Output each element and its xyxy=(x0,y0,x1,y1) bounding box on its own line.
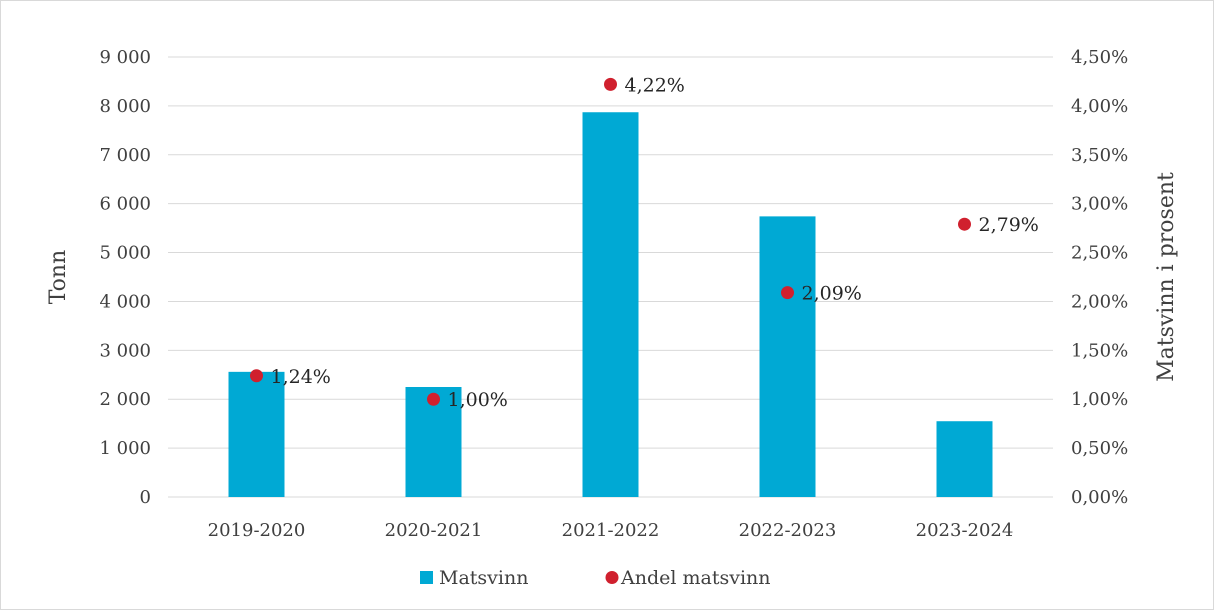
left-tick-label: 4 000 xyxy=(99,291,151,312)
bar xyxy=(228,371,285,497)
point-series xyxy=(250,77,971,406)
bar-series xyxy=(228,112,993,497)
data-point xyxy=(604,77,617,91)
right-axis-title: Matsvinn i prosent xyxy=(1154,172,1179,382)
x-tick-label: 2023-2024 xyxy=(916,520,1014,541)
right-tick-label: 0,00% xyxy=(1071,487,1128,508)
left-tick-label: 9 000 xyxy=(99,47,151,68)
bar xyxy=(582,112,639,497)
x-tick-label: 2020-2021 xyxy=(385,520,483,541)
data-labels: 1,24% 1,00% 4,22% 2,09% 2,79% xyxy=(271,74,1039,411)
left-tick-label: 3 000 xyxy=(99,340,151,361)
legend-swatch-bar xyxy=(420,571,433,584)
x-tick-label: 2019-2020 xyxy=(208,520,306,541)
x-tick-label: 2021-2022 xyxy=(562,520,660,541)
data-label: 1,24% xyxy=(271,366,331,388)
data-label: 2,09% xyxy=(802,283,862,305)
data-point xyxy=(781,286,794,300)
data-point xyxy=(958,217,971,231)
legend-label-dot: Andel matsvinn xyxy=(620,567,771,589)
right-axis-ticks: 0,00% 0,50% 1,00% 1,50% 2,00% 2,50% 3,00% 3,50%… xyxy=(1071,47,1128,508)
left-tick-label: 1 000 xyxy=(99,438,151,459)
left-tick-label: 5 000 xyxy=(99,243,151,264)
data-label: 1,00% xyxy=(448,389,508,411)
left-tick-label: 6 000 xyxy=(99,194,151,215)
data-point xyxy=(250,369,263,383)
data-label: 4,22% xyxy=(625,74,685,96)
left-tick-label: 0 xyxy=(140,487,151,508)
left-tick-label: 7 000 xyxy=(99,145,151,166)
right-tick-label: 1,50% xyxy=(1071,340,1128,361)
right-tick-label: 2,50% xyxy=(1071,243,1128,264)
right-tick-label: 1,00% xyxy=(1071,389,1128,410)
data-point xyxy=(427,392,440,406)
right-tick-label: 4,00% xyxy=(1071,96,1128,117)
legend-label-bar: Matsvinn xyxy=(439,567,528,589)
right-tick-label: 3,50% xyxy=(1071,145,1128,166)
right-tick-label: 4,50% xyxy=(1071,47,1128,68)
left-tick-label: 2 000 xyxy=(99,389,151,410)
x-axis-ticks: 2019-2020 2020-2021 2021-2022 2022-2023 2023… xyxy=(208,520,1014,541)
right-tick-label: 0,50% xyxy=(1071,438,1128,459)
left-tick-label: 8 000 xyxy=(99,96,151,117)
right-tick-label: 3,00% xyxy=(1071,194,1128,215)
left-axis-title: Tonn xyxy=(46,250,71,305)
x-tick-label: 2022-2023 xyxy=(739,520,837,541)
right-tick-label: 2,00% xyxy=(1071,291,1128,312)
data-label: 2,79% xyxy=(979,214,1039,236)
legend-swatch-dot xyxy=(605,571,619,584)
bar xyxy=(759,216,816,497)
bar xyxy=(936,421,993,497)
left-axis-ticks: 0 1 000 2 000 3 000 4 000 5 000 6 000 7 000 8 00… xyxy=(99,47,151,508)
legend: Matsvinn Andel matsvinn xyxy=(420,567,771,589)
